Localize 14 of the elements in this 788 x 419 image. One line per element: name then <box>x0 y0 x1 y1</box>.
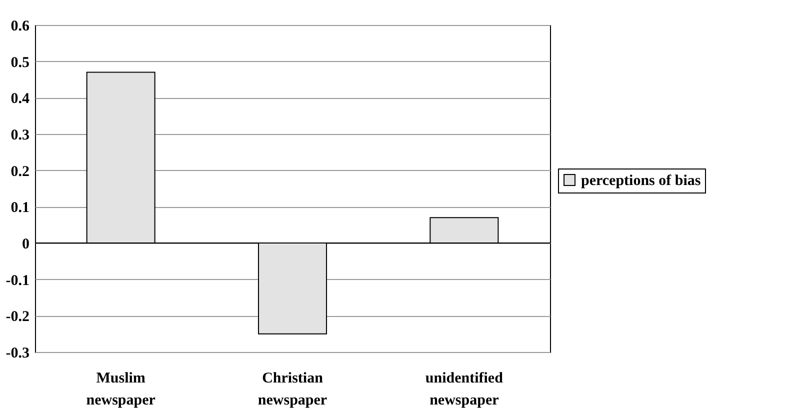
x-tick-label: Christian newspaper <box>258 370 328 408</box>
y-tick-label: 0.6 <box>10 18 30 34</box>
y-tick-label: 0 <box>22 236 30 252</box>
y-tick-label: 0.4 <box>10 91 30 108</box>
x-tick-label: unidentified newspaper <box>425 370 504 408</box>
y-tick-label: -0.3 <box>6 346 30 362</box>
y-tick-label: 0.2 <box>10 164 30 180</box>
y-tick-label: 0.1 <box>10 200 30 216</box>
legend-label: perceptions of bias <box>581 173 701 189</box>
y-tick-label: 0.3 <box>10 128 30 144</box>
x-tick-label: Muslim newspaper <box>86 370 156 408</box>
y-tick-label: -0.2 <box>6 309 30 326</box>
y-tick-label: -0.1 <box>6 272 30 289</box>
y-tick-label: 0.5 <box>10 54 30 71</box>
